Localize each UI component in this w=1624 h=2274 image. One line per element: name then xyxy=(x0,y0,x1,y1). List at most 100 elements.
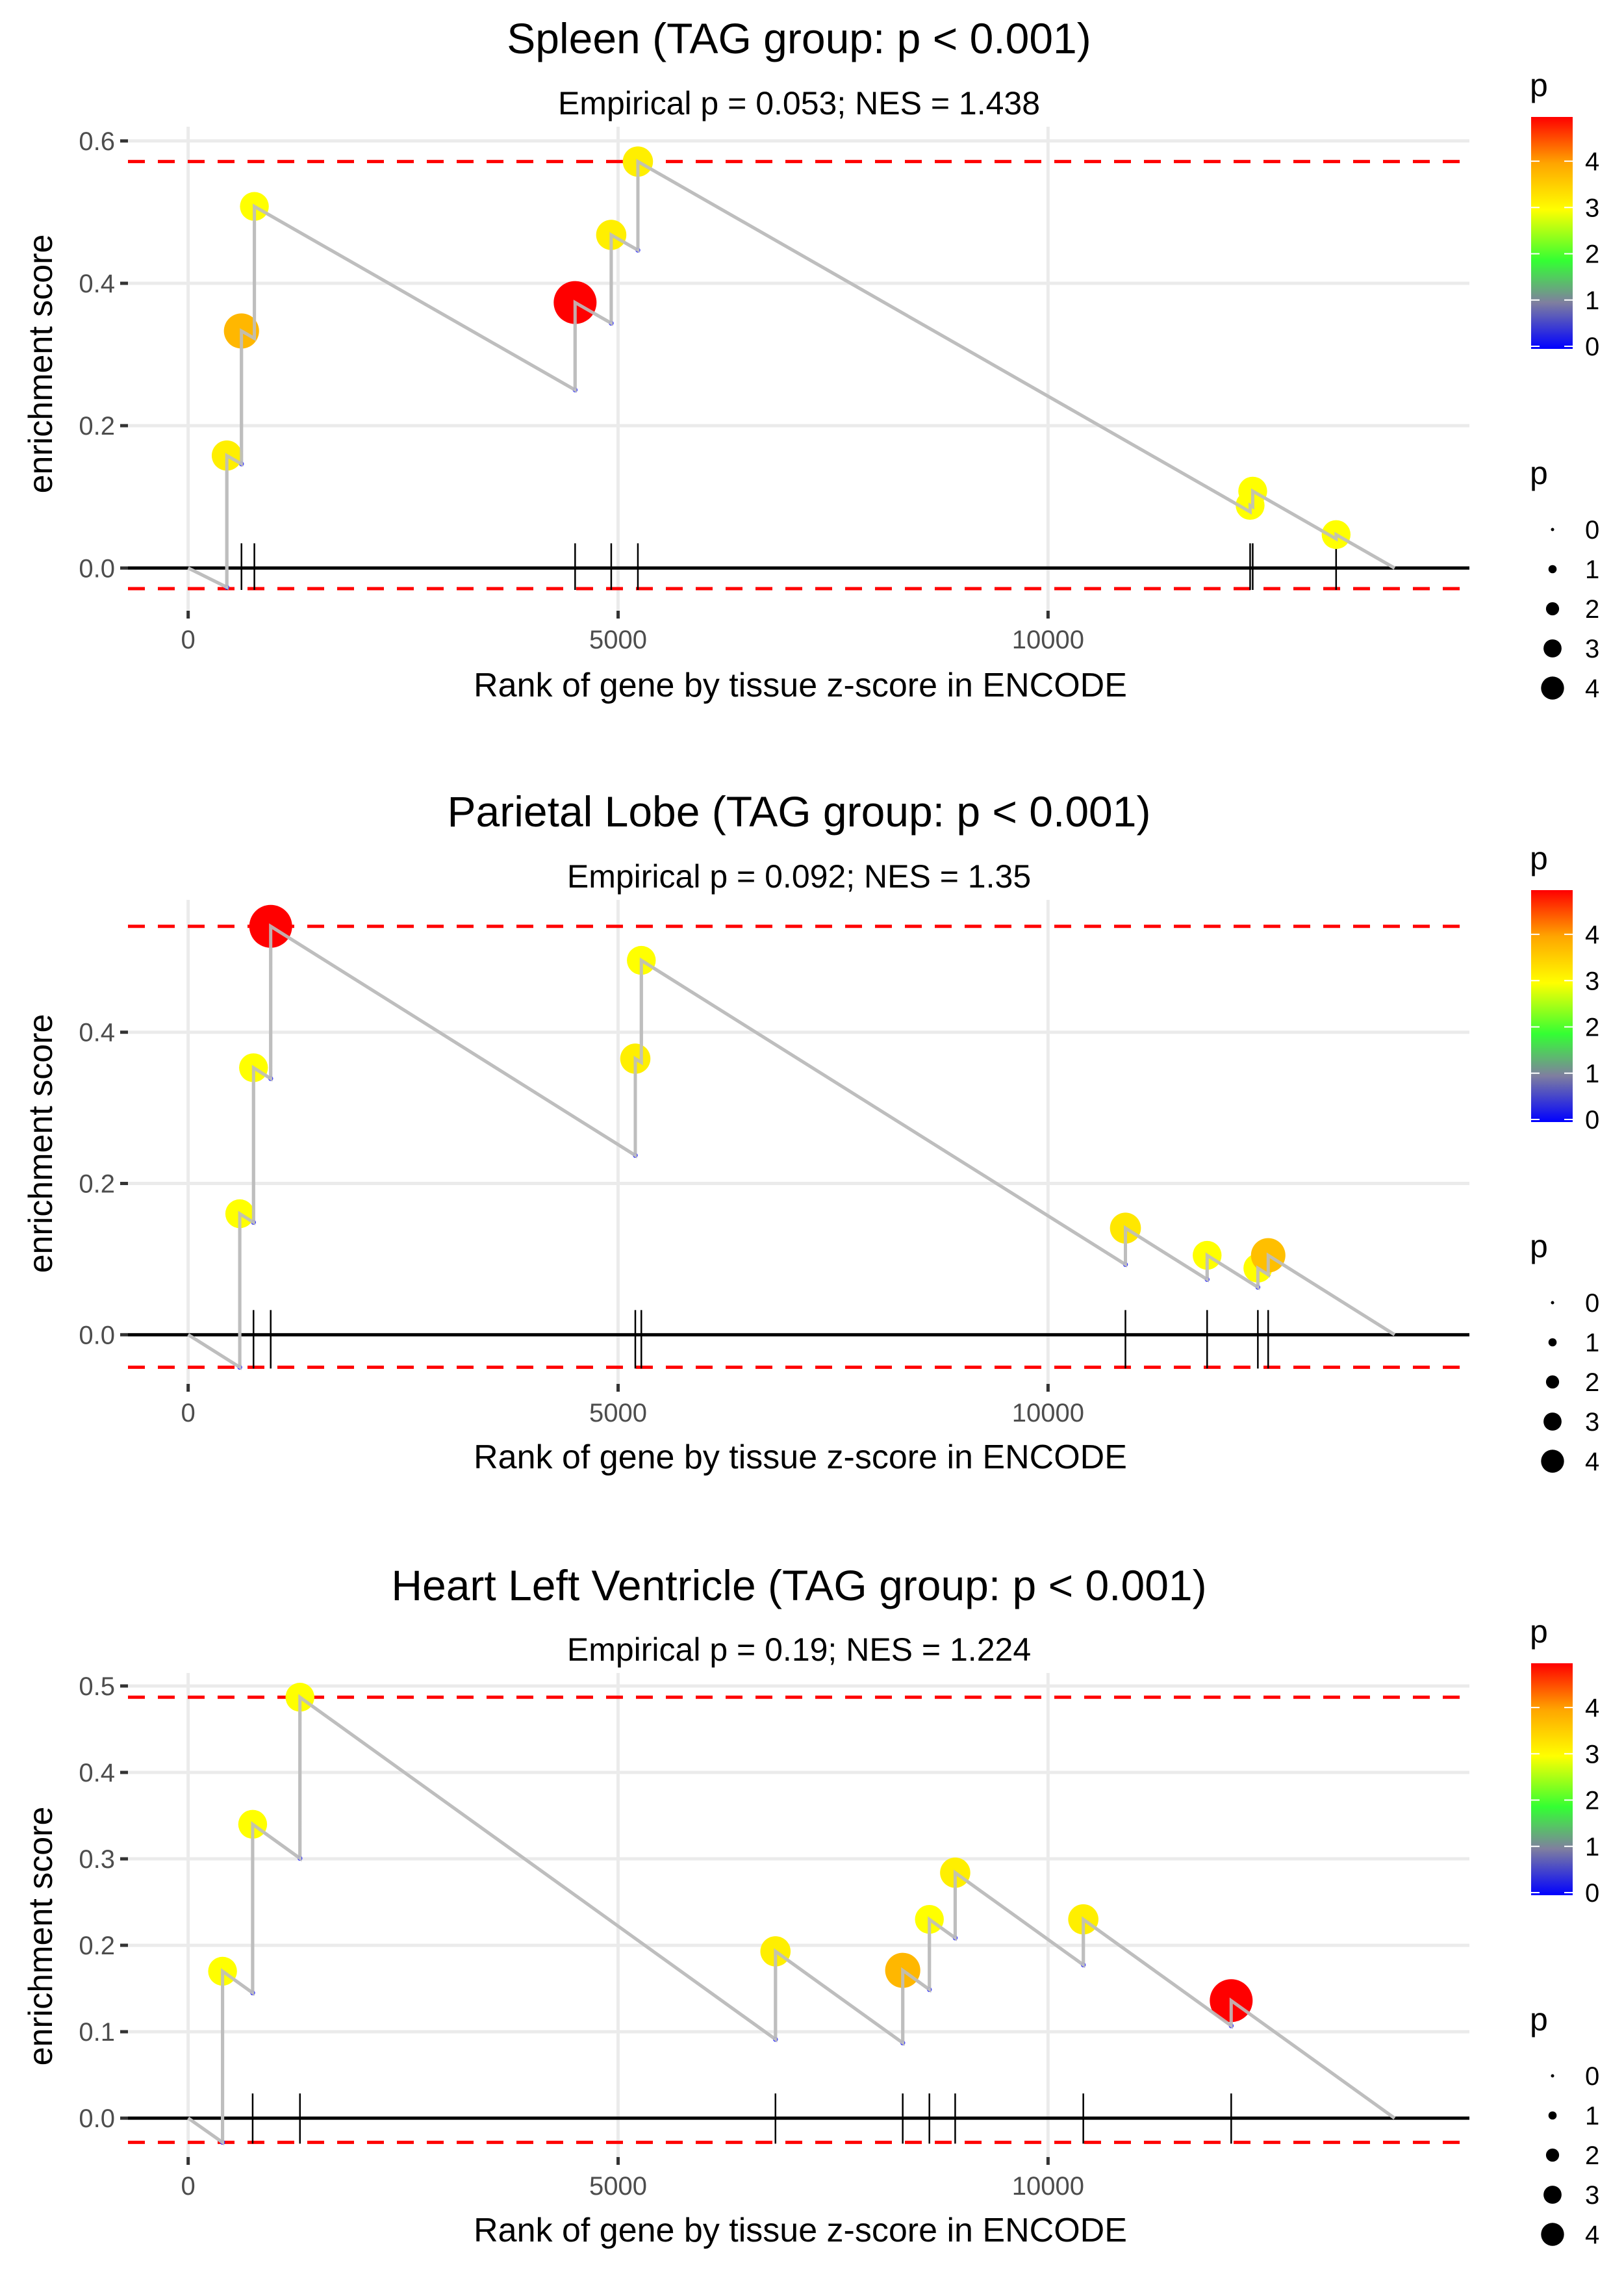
colorbar-label: 4 xyxy=(1585,921,1599,949)
colorbar-label: 1 xyxy=(1585,1060,1599,1088)
colorbar-label: 3 xyxy=(1585,194,1599,222)
legend-group: p 4 3 2 1 0 p 0 1 2 3 4 xyxy=(1530,67,1599,703)
y-axis-label: enrichment score xyxy=(22,1807,60,2066)
x-tick-label: 5000 xyxy=(589,2172,647,2201)
y-tick-label: 0.2 xyxy=(79,1932,115,1960)
size-legend-label: 1 xyxy=(1585,556,1599,584)
size-legend-title: p xyxy=(1530,1228,1548,1264)
y-tick-label: 0.4 xyxy=(79,270,115,298)
size-legend-label: 2 xyxy=(1585,1368,1599,1397)
size-legend-dot xyxy=(1543,1412,1562,1431)
color-legend-title: p xyxy=(1530,1613,1548,1650)
x-tick-label: 5000 xyxy=(589,626,647,654)
legend-group: p 4 3 2 1 0 p 0 1 2 3 4 xyxy=(1530,1613,1599,2249)
size-legend-label: 3 xyxy=(1585,635,1599,663)
colorbar xyxy=(1531,1663,1573,1895)
size-legend-title: p xyxy=(1530,455,1548,491)
chart-title: Spleen (TAG group: p < 0.001) xyxy=(507,14,1091,62)
y-tick-label: 0.5 xyxy=(79,1672,115,1701)
plot-area: 0.0 0.1 0.2 0.3 0.4 0.5 0 5000 10000 xyxy=(79,1672,1469,2201)
size-legend-label: 4 xyxy=(1585,674,1599,703)
x-axis-label: Rank of gene by tissue z-score in ENCODE xyxy=(474,667,1127,704)
colorbar-label: 2 xyxy=(1585,1014,1599,1042)
colorbar-label: 0 xyxy=(1585,1879,1599,1908)
x-axis-label: Rank of gene by tissue z-score in ENCODE xyxy=(474,1438,1127,1476)
size-legend-label: 1 xyxy=(1585,1329,1599,1357)
x-tick-label: 5000 xyxy=(589,1399,647,1427)
panel-parietal-lobe: Parietal Lobe (TAG group: p < 0.001) Emp… xyxy=(22,787,1469,1476)
plot-area: 0.0 0.2 0.4 0 5000 10000 xyxy=(79,900,1469,1427)
size-legend-label: 2 xyxy=(1585,595,1599,624)
size-legend-dot xyxy=(1543,2186,1562,2204)
x-tick-label: 10000 xyxy=(1012,1399,1084,1427)
y-axis-label: enrichment score xyxy=(22,1014,60,1273)
y-tick-label: 0.0 xyxy=(79,2104,115,2133)
plot-area: 0.0 0.2 0.4 0.6 0 5000 10000 xyxy=(79,127,1469,654)
enrichment-score-line xyxy=(187,159,1396,590)
y-axis-label: enrichment score xyxy=(22,235,60,494)
size-legend-title: p xyxy=(1530,2001,1548,2038)
chart-subtitle: Empirical p = 0.092; NES = 1.35 xyxy=(567,858,1031,895)
size-legend-label: 1 xyxy=(1585,2102,1599,2130)
size-legend-label: 0 xyxy=(1585,2062,1599,2091)
y-tick-label: 0.4 xyxy=(79,1759,115,1787)
colorbar-label: 2 xyxy=(1585,1787,1599,1815)
colorbar-label: 1 xyxy=(1585,1833,1599,1861)
colorbar-label: 0 xyxy=(1585,1106,1599,1134)
size-legend-dot xyxy=(1548,565,1557,574)
y-tick-label: 0.3 xyxy=(79,1845,115,1874)
x-tick-label: 0 xyxy=(181,626,196,654)
enrichment-score-line xyxy=(187,1694,1396,2146)
color-legend-title: p xyxy=(1530,67,1548,103)
enrichment-score-line xyxy=(187,923,1396,1370)
legend-group: p 4 3 2 1 0 p 0 1 2 3 4 xyxy=(1530,840,1599,1476)
size-legend-dot xyxy=(1545,2148,1560,2162)
y-tick-label: 0.0 xyxy=(79,554,115,583)
enrichment-score-line-overlay xyxy=(187,159,1396,590)
y-tick-label: 0.4 xyxy=(79,1019,115,1047)
y-tick-label: 0.0 xyxy=(79,1321,115,1349)
size-legend-label: 0 xyxy=(1585,1289,1599,1318)
size-legend-dot xyxy=(1548,2111,1557,2120)
colorbar-label: 3 xyxy=(1585,1740,1599,1769)
size-legend-dot xyxy=(1551,1301,1554,1305)
size-legend-dot xyxy=(1545,602,1560,616)
x-tick-label: 0 xyxy=(181,2172,196,2201)
size-legend-label: 0 xyxy=(1585,516,1599,544)
colorbar-label: 3 xyxy=(1585,967,1599,995)
legends: p 4 3 2 1 0 p 0 1 2 3 4 p 4 3 2 1 0 p 0 1 2 3 4 p 4 3 2 1 0 p 0 1 2 3 4 xyxy=(1530,67,1599,2249)
size-legend-label: 2 xyxy=(1585,2141,1599,2170)
chart-subtitle: Empirical p = 0.19; NES = 1.224 xyxy=(567,1631,1031,1668)
size-legend-label: 4 xyxy=(1585,2221,1599,2249)
chart-subtitle: Empirical p = 0.053; NES = 1.438 xyxy=(558,85,1040,121)
size-legend-dot xyxy=(1551,528,1554,531)
size-legend-dot xyxy=(1548,1338,1557,1347)
chart-title: Heart Left Ventricle (TAG group: p < 0.0… xyxy=(391,1561,1206,1609)
size-legend-dot xyxy=(1543,639,1562,658)
size-legend-label: 3 xyxy=(1585,1408,1599,1437)
y-tick-label: 0.2 xyxy=(79,412,115,441)
colorbar-label: 4 xyxy=(1585,1694,1599,1722)
colorbar-label: 1 xyxy=(1585,287,1599,315)
size-legend-dot xyxy=(1545,1375,1560,1389)
size-legend-dot xyxy=(1541,676,1564,700)
colorbar-label: 0 xyxy=(1585,333,1599,361)
y-tick-label: 0.6 xyxy=(79,127,115,156)
enrichment-score-line-overlay xyxy=(187,1694,1396,2146)
size-legend-label: 3 xyxy=(1585,2181,1599,2210)
y-tick-label: 0.2 xyxy=(79,1170,115,1199)
x-tick-label: 0 xyxy=(181,1399,196,1427)
chart-title: Parietal Lobe (TAG group: p < 0.001) xyxy=(448,787,1151,836)
size-legend-dot xyxy=(1541,2223,1564,2246)
x-tick-label: 10000 xyxy=(1012,626,1084,654)
colorbar xyxy=(1531,117,1573,349)
colorbar-label: 4 xyxy=(1585,147,1599,176)
size-legend-dot xyxy=(1551,2074,1554,2078)
size-legend-label: 4 xyxy=(1585,1448,1599,1476)
x-axis-label: Rank of gene by tissue z-score in ENCODE xyxy=(474,2212,1127,2249)
panel-heart-left-ventricle: Heart Left Ventricle (TAG group: p < 0.0… xyxy=(22,1561,1469,2249)
colorbar xyxy=(1531,890,1573,1122)
y-tick-label: 0.1 xyxy=(79,2018,115,2047)
enrichment-score-line-overlay xyxy=(187,923,1396,1370)
